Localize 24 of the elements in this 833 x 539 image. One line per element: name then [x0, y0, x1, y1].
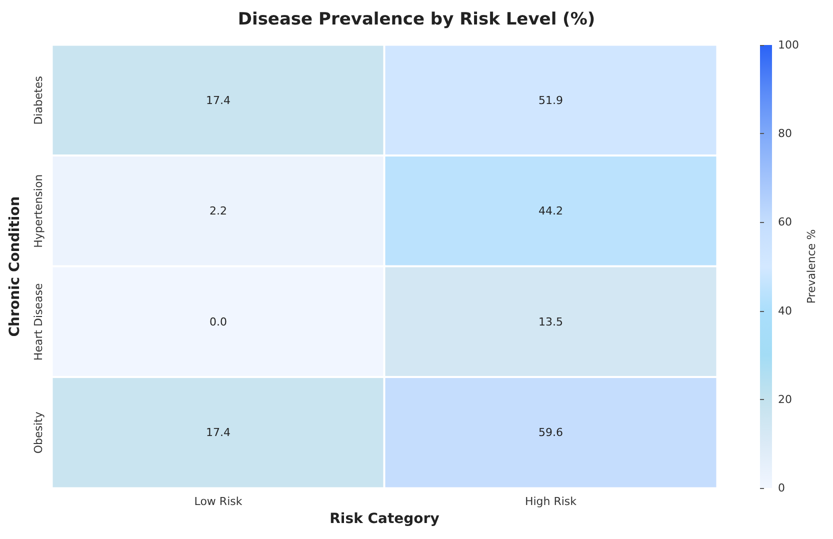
x-axis-title: Risk Category	[330, 510, 440, 527]
y-tick-label: Hypertension	[32, 174, 45, 248]
y-tick-label: Heart Disease	[32, 282, 45, 361]
data-label: 51.9	[538, 94, 563, 107]
chart-title: Disease Prevalence by Risk Level (%)	[238, 10, 596, 30]
color-bar-label: 0	[778, 482, 785, 494]
data-label: 0.0	[210, 315, 227, 328]
color-bar-label: 100	[778, 38, 799, 52]
data-label: 17.4	[206, 94, 230, 107]
color-bar-label: 40	[778, 304, 792, 318]
color-bar-label: 60	[778, 216, 792, 229]
color-bar-label: 80	[778, 127, 792, 140]
data-label: 44.2	[538, 204, 563, 218]
color-bar-label: 20	[778, 392, 792, 406]
data-label: 2.2	[210, 204, 227, 218]
data-label: 13.5	[538, 315, 563, 328]
y-tick-label: Diabetes	[32, 76, 45, 125]
data-label: 59.6	[538, 426, 563, 440]
y-tick-label: Obesity	[32, 411, 45, 454]
y-axis-title: Chronic Condition	[7, 196, 23, 337]
x-tick-label: Low Risk	[194, 495, 243, 508]
x-tick-label: High Risk	[524, 495, 578, 508]
color-bar-title: Prevalence %	[805, 229, 818, 304]
data-label: 17.4	[206, 426, 230, 440]
